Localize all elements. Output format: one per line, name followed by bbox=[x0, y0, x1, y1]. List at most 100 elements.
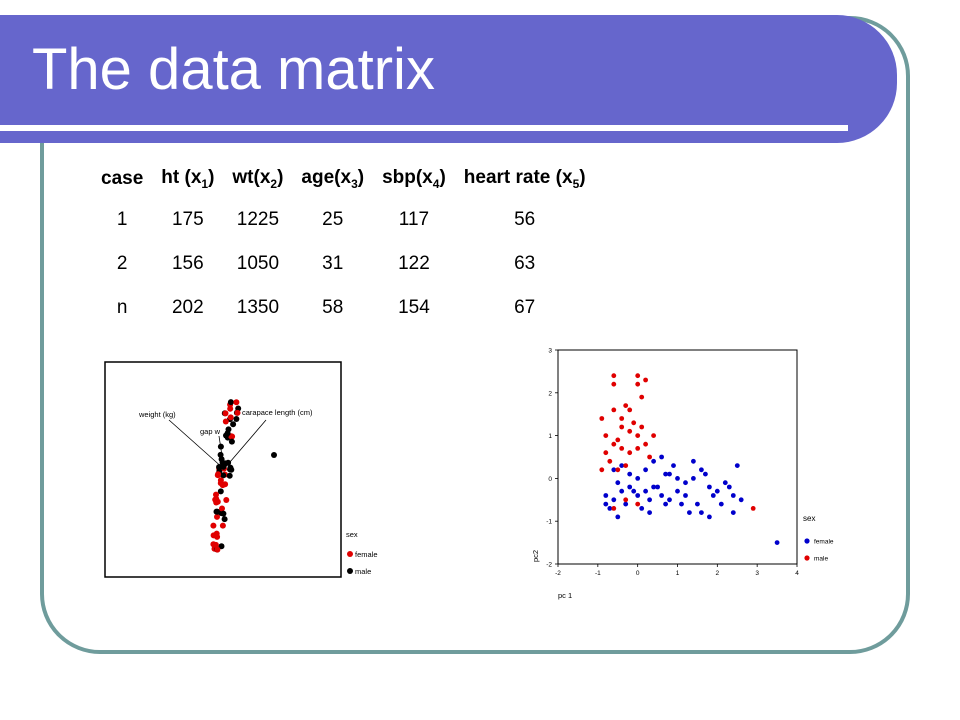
legend-title: sex bbox=[803, 514, 815, 523]
female-point bbox=[611, 497, 617, 503]
y-tick-label: -1 bbox=[546, 519, 552, 526]
x-tick-label: 2 bbox=[716, 570, 720, 577]
male-point bbox=[635, 381, 641, 387]
female-point bbox=[635, 493, 641, 498]
cell-ht: 202 bbox=[171, 297, 204, 318]
legend-female-marker bbox=[804, 538, 810, 544]
female-point bbox=[730, 493, 736, 498]
male-point bbox=[627, 428, 633, 434]
female-point bbox=[627, 471, 633, 477]
female-point bbox=[667, 497, 672, 503]
cell-sbp: 154 bbox=[398, 297, 430, 318]
legend-male-marker bbox=[347, 568, 353, 574]
female-point bbox=[623, 501, 629, 507]
legend-female-label: female bbox=[355, 550, 378, 559]
gap-label: gap w bbox=[200, 427, 221, 436]
series-female bbox=[603, 454, 780, 545]
male-point bbox=[623, 403, 629, 408]
x-tick-label: -1 bbox=[595, 570, 601, 577]
male-point bbox=[271, 452, 277, 458]
female-point bbox=[699, 467, 704, 473]
male-point bbox=[227, 399, 234, 406]
male-point bbox=[214, 508, 221, 515]
male-point bbox=[627, 450, 633, 456]
female-point bbox=[213, 499, 220, 506]
female-point bbox=[718, 501, 724, 507]
male-point bbox=[611, 506, 617, 511]
female-point bbox=[651, 458, 656, 464]
male-point bbox=[233, 416, 240, 422]
cell-case: n bbox=[116, 297, 128, 318]
male-point bbox=[635, 433, 641, 438]
female-point bbox=[631, 488, 637, 494]
female-point bbox=[691, 476, 696, 481]
series-male bbox=[599, 373, 756, 511]
female-point bbox=[687, 510, 692, 515]
header-sbp: sbp(x4) bbox=[382, 167, 446, 191]
female-point bbox=[730, 510, 736, 515]
legend-male-label: male bbox=[814, 556, 828, 563]
legend-female-label: female bbox=[814, 539, 834, 546]
male-point bbox=[627, 407, 633, 413]
cell-ht: 156 bbox=[171, 253, 204, 274]
biplot-points bbox=[210, 399, 277, 553]
header-ht: ht (x1) bbox=[161, 167, 215, 191]
carapace-vector bbox=[223, 419, 267, 470]
table-header-row: case ht (x1) wt(x2) age(x3) sbp(x4) hear… bbox=[92, 160, 595, 198]
male-point bbox=[603, 450, 609, 456]
x-tick-label: 4 bbox=[795, 570, 799, 577]
female-point bbox=[695, 501, 700, 507]
male-point bbox=[611, 441, 617, 447]
female-point bbox=[675, 476, 680, 481]
female-point bbox=[635, 476, 641, 481]
female-point bbox=[619, 488, 625, 494]
female-point bbox=[214, 546, 221, 553]
male-point bbox=[615, 467, 621, 473]
legend-female-marker bbox=[347, 551, 353, 557]
female-point bbox=[714, 488, 720, 494]
female-point bbox=[214, 513, 220, 520]
cell-age: 25 bbox=[322, 209, 344, 230]
female-point bbox=[655, 484, 660, 490]
male-point bbox=[218, 543, 225, 550]
female-point bbox=[627, 484, 633, 490]
x-tick-label: 1 bbox=[676, 570, 680, 577]
female-point bbox=[659, 493, 664, 498]
female-point bbox=[234, 409, 241, 416]
male-point bbox=[217, 488, 224, 495]
legend-male-marker bbox=[804, 555, 810, 561]
male-point bbox=[639, 394, 645, 400]
female-point bbox=[722, 480, 728, 486]
female-point bbox=[219, 505, 225, 512]
female-point bbox=[663, 501, 668, 507]
data-matrix-table: case ht (x1) wt(x2) age(x3) sbp(x4) hear… bbox=[92, 160, 595, 330]
pca-scatter-chart: -2 -1 0 1 2 3 4 -2 -1 0 1 2 3 pc 1 pc2 sex female male bbox=[531, 348, 834, 601]
cell-wt: 1350 bbox=[236, 297, 280, 318]
x-tick-label: 0 bbox=[636, 570, 640, 577]
male-point bbox=[217, 443, 224, 450]
cell-sbp: 122 bbox=[398, 253, 430, 274]
female-point bbox=[227, 405, 234, 412]
biplot-figure: weight (kg) gap w carapace length (cm) s… bbox=[104, 361, 378, 578]
male-point bbox=[220, 510, 227, 517]
male-point bbox=[611, 407, 617, 413]
male-point bbox=[227, 464, 234, 471]
female-point bbox=[643, 488, 648, 494]
female-point bbox=[699, 510, 704, 515]
male-point bbox=[230, 421, 237, 428]
header-heart-rate: heart rate (x5) bbox=[463, 167, 586, 191]
female-point bbox=[223, 497, 230, 503]
x-tick-label: 3 bbox=[755, 570, 759, 577]
female-point bbox=[651, 484, 656, 490]
female-point bbox=[675, 488, 680, 494]
legend-male-label: male bbox=[355, 567, 371, 576]
male-point bbox=[220, 472, 227, 479]
female-point bbox=[222, 410, 229, 417]
female-point bbox=[603, 493, 609, 498]
female-point bbox=[222, 481, 229, 488]
female-point bbox=[611, 467, 617, 473]
cell-heart-rate: 67 bbox=[514, 297, 536, 318]
cell-age: 31 bbox=[322, 253, 344, 274]
male-point bbox=[228, 438, 235, 445]
male-point bbox=[750, 506, 756, 511]
